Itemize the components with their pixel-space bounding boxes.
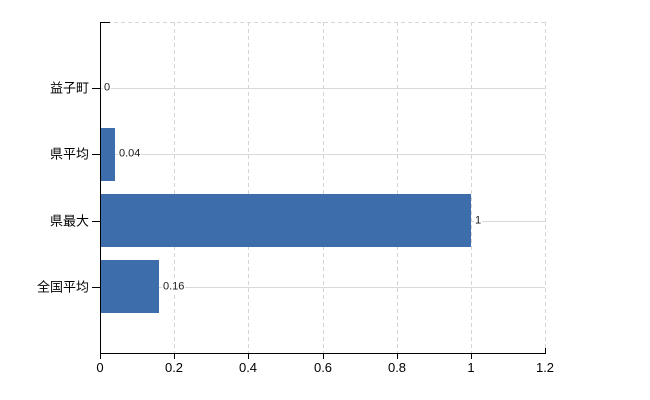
y-axis-tick — [92, 221, 100, 222]
bar — [100, 194, 471, 247]
bar-value-label: 1 — [474, 214, 483, 228]
gridline-vertical — [248, 22, 249, 353]
x-axis-end-cap — [545, 348, 546, 353]
y-axis-tick — [92, 287, 100, 288]
category-label: 益子町 — [49, 80, 89, 96]
x-axis-tick — [100, 354, 101, 359]
x-axis-tick-label: 1.2 — [535, 360, 555, 375]
x-axis-tick — [248, 354, 249, 359]
x-axis-tick — [323, 354, 324, 359]
gridline-vertical — [545, 22, 546, 353]
y-axis-line — [100, 22, 101, 353]
plot-border-top — [100, 22, 545, 23]
gridline-horizontal — [100, 154, 545, 155]
bar — [100, 260, 159, 313]
x-axis-tick — [174, 354, 175, 359]
gridline-vertical — [471, 22, 472, 353]
x-axis-tick-label: 0.4 — [238, 360, 258, 375]
x-axis-tick — [471, 354, 472, 359]
x-axis-tick — [397, 354, 398, 359]
bar-value-label: 0.16 — [162, 280, 186, 294]
x-axis-tick-label: 0 — [96, 360, 104, 375]
category-label: 県平均 — [49, 146, 89, 162]
y-axis-tick — [92, 154, 100, 155]
x-axis-line — [100, 353, 546, 354]
gridline-vertical — [397, 22, 398, 353]
bar-value-label: 0.04 — [118, 147, 142, 161]
gridline-vertical — [323, 22, 324, 353]
gridline-horizontal — [100, 287, 545, 288]
y-axis-end-cap — [100, 22, 110, 23]
x-axis-tick-label: 0.6 — [313, 360, 333, 375]
y-axis-tick — [92, 88, 100, 89]
bar-value-label: 0 — [103, 81, 112, 95]
gridline-horizontal — [100, 88, 545, 89]
category-label: 県最大 — [49, 213, 89, 229]
category-label: 全国平均 — [36, 279, 89, 295]
x-axis-tick-label: 1 — [467, 360, 475, 375]
gridline-vertical — [174, 22, 175, 353]
x-axis-tick-label: 0.2 — [164, 360, 184, 375]
bar — [100, 128, 115, 181]
x-axis-tick-label: 0.8 — [387, 360, 407, 375]
